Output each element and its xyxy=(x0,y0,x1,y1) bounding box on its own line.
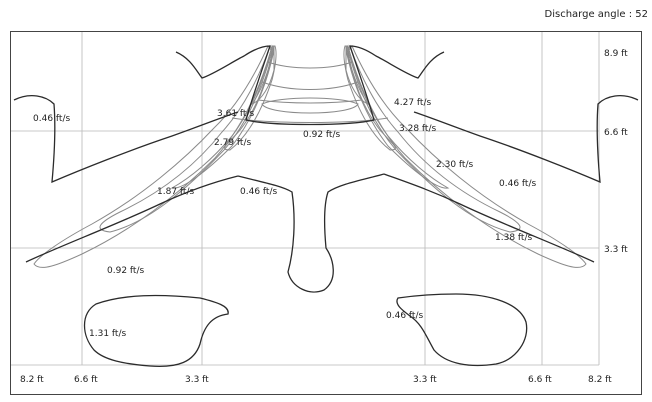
y-axis-labels: 8.9 ft 6.6 ft 3.3 ft xyxy=(604,49,628,255)
contour-label: 0.46 ft/s xyxy=(386,311,423,321)
x-tick-label: 3.3 ft xyxy=(185,375,209,385)
contour-label: 1.38 ft/s xyxy=(495,233,532,243)
x-tick-label: 8.2 ft xyxy=(20,375,44,385)
contour-label: 1.87 ft/s xyxy=(157,187,194,197)
contour-label: 2.79 ft/s xyxy=(214,138,251,148)
y-tick-label: 3.3 ft xyxy=(604,245,628,255)
contour-label: 3.28 ft/s xyxy=(399,124,436,134)
plot-frame xyxy=(10,31,642,395)
contour-label: 0.46 ft/s xyxy=(499,179,536,189)
x-tick-label: 6.6 ft xyxy=(74,375,98,385)
x-tick-label: 6.6 ft xyxy=(528,375,552,385)
grid xyxy=(11,32,600,366)
right-jet-contours xyxy=(343,44,587,268)
x-tick-label: 3.3 ft xyxy=(413,375,437,385)
contour-label: 4.27 ft/s xyxy=(394,98,431,108)
contour-label: 0.46 ft/s xyxy=(240,187,277,197)
contour-label: 3.61 ft/s xyxy=(217,109,254,119)
x-axis-labels: 8.2 ft 6.6 ft 3.3 ft 3.3 ft 6.6 ft 8.2 f… xyxy=(20,375,612,385)
contour-labels: 0.46 ft/s 3.61 ft/s 0.92 ft/s 4.27 ft/s … xyxy=(33,98,536,339)
contour-label: 2.30 ft/s xyxy=(436,160,473,170)
contour-label: 0.92 ft/s xyxy=(107,266,144,276)
contour-label: 0.92 ft/s xyxy=(303,130,340,140)
y-tick-label: 8.9 ft xyxy=(604,49,628,59)
x-tick-label: 8.2 ft xyxy=(588,375,612,385)
y-tick-label: 6.6 ft xyxy=(604,128,628,138)
contour-label: 1.31 ft/s xyxy=(89,329,126,339)
contour-label: 0.46 ft/s xyxy=(33,114,70,124)
left-jet-contours xyxy=(33,44,277,268)
outer-boundary-contours xyxy=(13,45,639,368)
discharge-angle-label: Discharge angle : 52 xyxy=(544,9,648,20)
